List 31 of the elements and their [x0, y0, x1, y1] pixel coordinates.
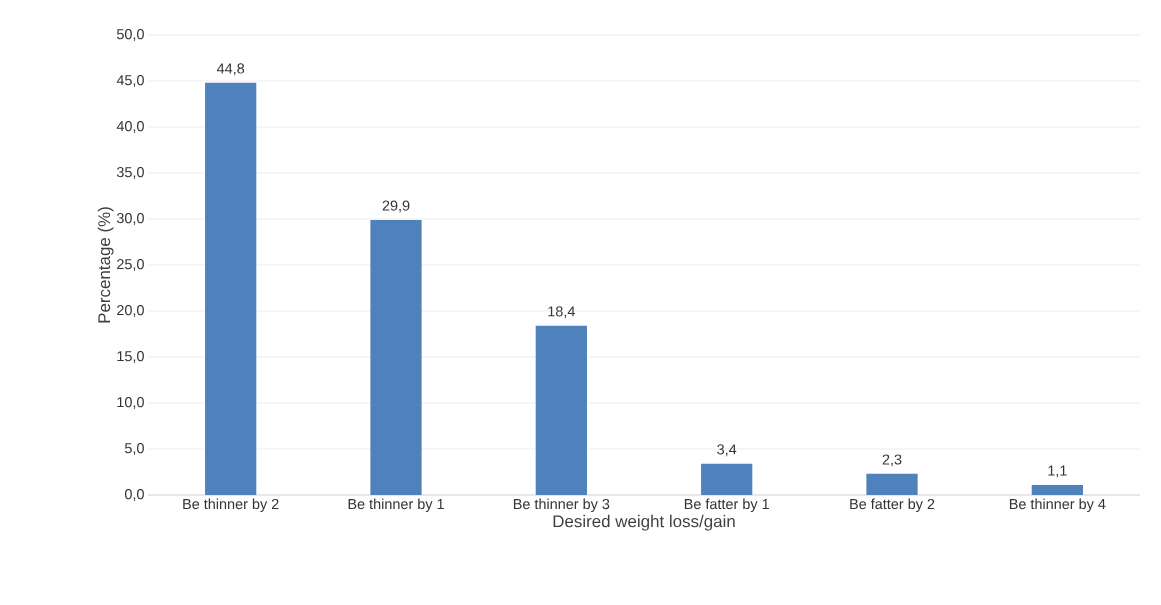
data-label: 18,4: [548, 306, 575, 319]
x-tick-label: Be thinner by 2: [183, 498, 279, 512]
bar: [1031, 484, 1083, 495]
y-axis-title: Percentage (%): [97, 207, 114, 323]
bar: [866, 473, 918, 495]
bar: [701, 463, 753, 495]
data-label: 1,1: [1048, 465, 1067, 478]
y-tick-label: 20,0: [117, 305, 144, 317]
x-tick-label: Be thinner by 3: [513, 498, 610, 512]
y-tick-label: 15,0: [117, 351, 144, 363]
y-tick-label: 50,0: [116, 29, 144, 41]
x-axis-title: Desired weight loss/gain: [553, 514, 735, 531]
data-label: 2,3: [882, 454, 902, 467]
y-tick-label: 45,0: [116, 75, 144, 87]
y-tick-label: 35,0: [116, 167, 144, 179]
bar: [535, 325, 587, 495]
y-tick-label: 5,0: [124, 443, 144, 455]
y-tick-label: 30,0: [116, 213, 144, 225]
y-tick-label: 10,0: [117, 397, 144, 409]
data-label: 29,9: [382, 200, 410, 213]
bar: [205, 82, 257, 495]
y-tick-label: 0,0: [124, 489, 144, 501]
data-label: 44,8: [216, 63, 245, 76]
x-tick-label: Be thinner by 4: [1009, 498, 1106, 512]
y-tick-label: 25,0: [117, 259, 144, 271]
data-label: 3,4: [717, 444, 737, 457]
y-tick-label: 40,0: [116, 121, 144, 133]
bar: [370, 219, 422, 495]
x-tick-label: Be fatter by 2: [850, 498, 935, 512]
x-tick-label: Be thinner by 1: [348, 498, 444, 512]
x-tick-label: Be fatter by 1: [684, 498, 769, 512]
